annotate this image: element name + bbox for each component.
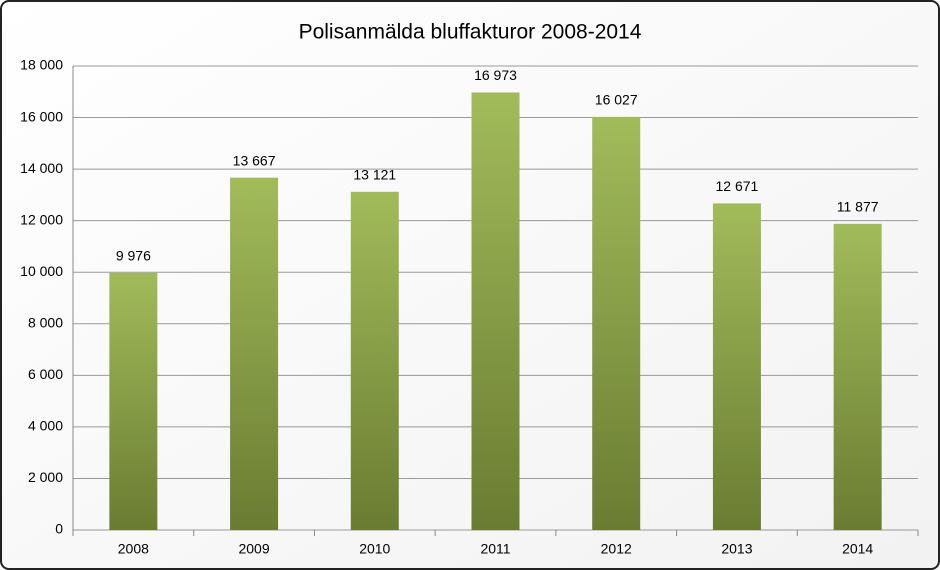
- y-tick-label: 8 000: [28, 314, 63, 330]
- value-label: 13 121: [353, 166, 396, 182]
- bar: [230, 177, 279, 530]
- bar: [471, 92, 520, 530]
- value-label: 16 973: [474, 67, 517, 83]
- x-tick-label: 2012: [601, 541, 632, 557]
- y-tick-label: 6 000: [28, 366, 63, 382]
- x-tick-label: 2014: [842, 541, 873, 557]
- x-tick-label: 2013: [721, 541, 752, 557]
- x-tick-label: 2010: [359, 541, 390, 557]
- y-tick-label: 0: [55, 521, 63, 537]
- value-label: 11 877: [837, 199, 879, 215]
- chart-title: Polisanmälda bluffakturor 2008-2014: [299, 21, 642, 44]
- value-label: 13 667: [233, 152, 276, 168]
- x-tick-label: 2011: [480, 541, 510, 557]
- value-label: 12 671: [716, 178, 759, 194]
- bar: [592, 116, 641, 530]
- bar: [712, 203, 761, 530]
- y-tick-label: 18 000: [20, 57, 63, 73]
- value-label: 16 027: [595, 92, 638, 108]
- y-tick-label: 14 000: [20, 160, 63, 176]
- x-tick-label: 2008: [118, 541, 149, 557]
- y-tick-label: 16 000: [20, 108, 63, 124]
- bar: [833, 223, 882, 530]
- y-tick-label: 10 000: [20, 263, 63, 279]
- x-tick-label: 2009: [238, 541, 269, 557]
- y-tick-label: 2 000: [28, 469, 63, 485]
- value-label: 9 976: [116, 248, 151, 264]
- y-tick-label: 4 000: [28, 418, 63, 434]
- bar: [350, 191, 399, 530]
- bar: [109, 272, 158, 530]
- y-tick-label: 12 000: [20, 211, 63, 227]
